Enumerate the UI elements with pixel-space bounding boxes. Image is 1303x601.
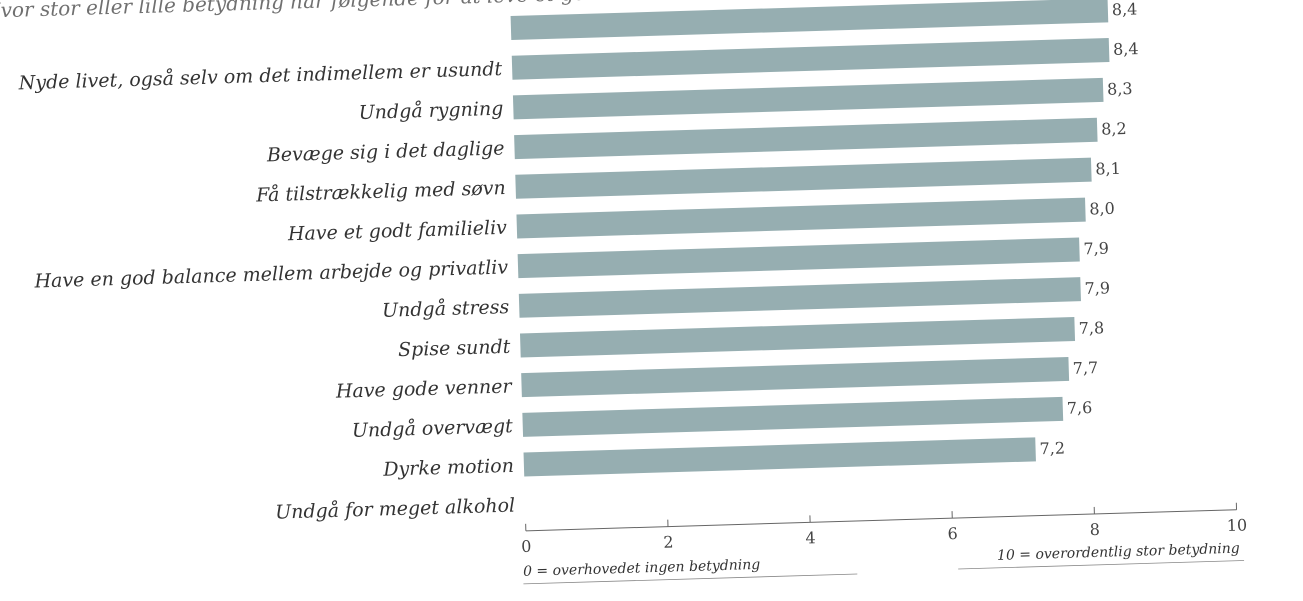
bar — [516, 198, 1085, 239]
bar — [521, 357, 1069, 397]
x-tick-label: 10 — [1227, 515, 1248, 535]
bar — [515, 158, 1091, 199]
bar — [511, 0, 1109, 40]
bar-value-label: 7,9 — [1083, 239, 1109, 259]
bar-value-label: 8,3 — [1107, 79, 1133, 99]
category-label: Få tilstrækkelig med søvn — [255, 177, 506, 206]
axis-max-note: 10 = overordentlig stor betydning — [997, 541, 1240, 564]
bar — [514, 118, 1097, 159]
bar-value-label: 7,7 — [1072, 358, 1098, 378]
bar — [512, 38, 1110, 80]
bar-value-label: 7,2 — [1039, 438, 1065, 458]
bar-value-label: 8,0 — [1089, 199, 1115, 219]
category-label: Undgå overvægt — [352, 415, 514, 442]
x-axis-line — [526, 510, 1237, 531]
bar-value-label: 8,4 — [1112, 0, 1138, 19]
category-label: Nyde livet, også selv om det indimellem … — [17, 58, 502, 94]
bar-value-label: 8,1 — [1095, 159, 1121, 179]
bar — [519, 277, 1081, 318]
bar — [518, 237, 1080, 278]
category-label: Spise sundt — [398, 336, 511, 361]
x-tick-label: 2 — [663, 532, 674, 551]
x-tick-label: 8 — [1089, 520, 1100, 539]
category-label: Dyrke motion — [382, 455, 514, 481]
x-tick-label: 4 — [805, 528, 816, 547]
bar-value-label: 7,9 — [1084, 278, 1110, 298]
category-label: Undgå rygning — [358, 98, 503, 124]
category-label: Have et godt familieliv — [287, 217, 508, 246]
bar-value-label: 7,6 — [1067, 398, 1093, 418]
axis-min-note: 0 = overhovedet ingen betydning — [523, 557, 761, 580]
bar — [522, 397, 1063, 437]
bar — [520, 317, 1075, 357]
category-label: Have gode venner — [335, 375, 514, 402]
x-tick-label: 6 — [947, 524, 958, 543]
category-label: Bevæge sig i det daglige — [266, 137, 505, 166]
bar-value-label: 8,2 — [1101, 119, 1127, 139]
category-label: Have en god balance mellem arbejde og pr… — [33, 256, 508, 292]
bar-value-label: 8,4 — [1113, 39, 1139, 59]
bar-value-label: 7,8 — [1078, 318, 1104, 338]
bars-layer — [511, 0, 1122, 477]
category-label: Undgå for meget alkohol — [275, 495, 516, 524]
x-tick-label: 0 — [521, 537, 532, 556]
chart-plot-area: 8,4 8,4 Nyde livet, også selv om det indim… — [16, 0, 1248, 596]
bar — [513, 78, 1104, 119]
bar — [524, 437, 1036, 476]
category-label: Undgå stress — [382, 296, 510, 322]
